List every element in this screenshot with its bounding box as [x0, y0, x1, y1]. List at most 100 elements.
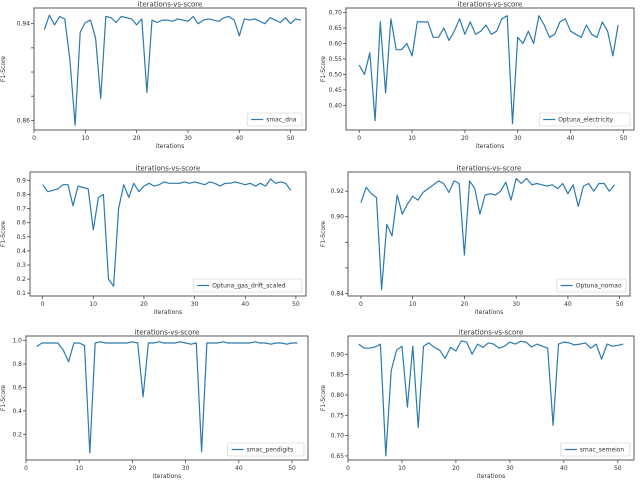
y-tick-label: 0.80	[331, 392, 345, 399]
x-tick-label: 0	[41, 301, 45, 308]
x-tick-label: 30	[191, 301, 199, 308]
y-tick-label: 0.55	[329, 56, 343, 63]
y-tick-label: 0.90	[331, 351, 345, 358]
x-tick-label: 0	[24, 465, 28, 472]
plot-frame	[33, 7, 307, 131]
series-line	[360, 177, 615, 291]
x-tick-label: 30	[506, 465, 514, 472]
chart-title: iterations-vs-score	[457, 165, 522, 173]
legend-label: Optuna_gas_drift_scaled	[212, 283, 286, 290]
y-tick-label: 0.4	[16, 248, 26, 255]
y-tick-label: 0.8	[12, 361, 22, 368]
x-tick-label: 10	[89, 301, 97, 308]
y-axis-label: F1-Score	[0, 385, 7, 412]
legend-box	[227, 442, 305, 457]
legend-box	[192, 278, 303, 293]
x-tick-label: 20	[461, 135, 469, 142]
y-tick-label: 0.2	[12, 431, 22, 438]
y-tick-label: 0.50	[329, 71, 343, 78]
x-tick-label: 50	[620, 135, 628, 142]
series-line	[36, 341, 298, 454]
plot-frame	[25, 335, 309, 461]
x-tick-label: 10	[82, 135, 90, 142]
chart-title: iterations-vs-score	[138, 1, 203, 9]
y-tick-label: 0.84	[331, 290, 345, 297]
series-line	[358, 340, 624, 457]
x-tick-label: 40	[567, 135, 575, 142]
legend-label: Optuna_electricity	[558, 117, 613, 124]
y-tick-label: 0.70	[331, 433, 345, 440]
y-tick-label: 0.94	[17, 21, 31, 28]
x-axis-label: iterations	[153, 473, 181, 480]
plot-frame	[29, 171, 307, 297]
y-tick-label: 0.6	[16, 220, 26, 227]
x-tick-label: 50	[288, 465, 296, 472]
y-tick-label: 0.92	[331, 188, 345, 195]
x-tick-label: 10	[408, 135, 416, 142]
legend-label: Optuna_nomao	[576, 283, 622, 290]
y-tick-label: 0.3	[16, 262, 26, 269]
y-tick-label: 0.8	[16, 192, 26, 199]
y-tick-label: 0.1	[16, 290, 26, 297]
legend-box	[538, 112, 631, 127]
chart-title: iterations-vs-score	[459, 329, 524, 337]
y-tick-label: 0.65	[331, 453, 345, 460]
x-tick-label: 40	[235, 465, 243, 472]
legend-label: smac_pendigits	[247, 447, 294, 454]
x-tick-label: 30	[514, 135, 522, 142]
y-tick-label: 0.40	[329, 102, 343, 109]
y-axis-label: F1-Score	[320, 221, 327, 248]
y-tick-label: 0.75	[331, 412, 345, 419]
x-tick-label: 20	[129, 465, 137, 472]
y-tick-label: 0.70	[329, 10, 343, 17]
legend-box	[560, 442, 631, 457]
chart-3: iterations-vs-score 0 10 20 30 40 50 0.1 0.2 0.3 0…	[0, 165, 307, 316]
y-tick-label: 0.2	[16, 276, 26, 283]
x-tick-label: 10	[398, 465, 406, 472]
y-tick-label: 1.0	[12, 338, 22, 345]
chart-2: iterations-vs-score 0 10 20 30 40 50 0.40 0.45 0.…	[320, 1, 635, 150]
series-line	[358, 15, 619, 125]
y-tick-label: 0.90	[331, 214, 345, 221]
x-tick-label: 10	[409, 301, 417, 308]
chart-1: iterations-vs-score 0 10 20 30 40 50 0.86 0.94 it…	[0, 1, 307, 150]
x-tick-label: 40	[564, 301, 572, 308]
chart-4: iterations-vs-score 0 10 20 30 40 50 0.84 0.90 0.…	[320, 165, 631, 316]
x-tick-label: 50	[287, 135, 295, 142]
y-tick-label: 0.6	[12, 384, 22, 391]
x-tick-label: 0	[357, 135, 361, 142]
chart-title: iterations-vs-score	[135, 329, 200, 337]
y-tick-label: 0.7	[16, 206, 26, 213]
chart-5: iterations-vs-score 0 10 20 30 40 50 0.2 0.4 0.6 0…	[0, 329, 309, 480]
x-tick-label: 40	[560, 465, 568, 472]
x-tick-label: 40	[235, 135, 243, 142]
chart-title: iterations-vs-score	[136, 165, 201, 173]
x-axis-label: iterations	[477, 473, 505, 480]
y-tick-label: 0.45	[329, 87, 343, 94]
x-tick-label: 20	[452, 465, 460, 472]
x-tick-label: 0	[359, 301, 363, 308]
legend-label: smac_semeion	[580, 447, 625, 454]
chart-6: iterations-vs-score 0 10 20 30 40 50 0.65 0.70 0.…	[320, 329, 635, 480]
x-axis-label: iterations	[475, 309, 503, 316]
plot-frame	[347, 335, 635, 461]
x-tick-label: 20	[461, 301, 469, 308]
x-tick-label: 50	[614, 465, 622, 472]
x-tick-label: 50	[292, 301, 300, 308]
y-axis-label: F1-Score	[320, 385, 327, 412]
chart-title: iterations-vs-score	[458, 1, 523, 9]
legend-box	[246, 112, 303, 127]
x-axis-label: iterations	[156, 143, 184, 150]
x-tick-label: 40	[241, 301, 249, 308]
y-tick-label: 0.85	[331, 372, 345, 379]
y-tick-label: 0.5	[16, 234, 26, 241]
y-tick-label: 0.86	[17, 117, 31, 124]
y-axis-label: F1-Score	[320, 56, 327, 83]
series-line	[42, 178, 292, 287]
x-axis-label: iterations	[154, 309, 182, 316]
y-tick-label: 0.9	[16, 177, 26, 184]
x-tick-label: 30	[184, 135, 192, 142]
x-tick-label: 0	[346, 465, 350, 472]
x-tick-label: 20	[133, 135, 141, 142]
